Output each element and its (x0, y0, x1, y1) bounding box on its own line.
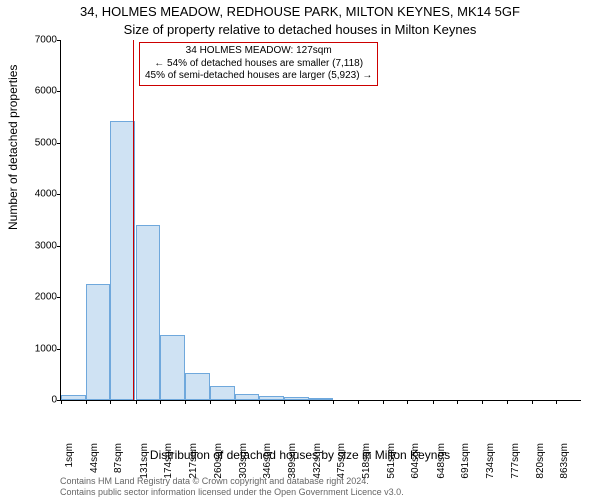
x-tick-mark (284, 400, 285, 404)
y-tick-mark (57, 246, 61, 247)
histogram-bar (185, 373, 210, 400)
x-tick-mark (185, 400, 186, 404)
plot-area: 010002000300040005000600070001sqm44sqm87… (60, 40, 581, 401)
y-tick-mark (57, 143, 61, 144)
x-tick-mark (333, 400, 334, 404)
annotation-line: 34 HOLMES MEADOW: 127sqm (145, 45, 372, 58)
y-tick-label: 7000 (23, 35, 57, 46)
x-tick-mark (433, 400, 434, 404)
footer-attribution: Contains HM Land Registry data © Crown c… (60, 476, 404, 499)
histogram-bar (210, 386, 235, 400)
x-tick-mark (457, 400, 458, 404)
x-tick-mark (210, 400, 211, 404)
histogram-bar (160, 335, 185, 400)
footer-line1: Contains HM Land Registry data © Crown c… (60, 476, 404, 487)
histogram-bar (284, 397, 309, 400)
y-tick-label: 1000 (23, 343, 57, 354)
histogram-bar (86, 284, 111, 400)
y-tick-mark (57, 349, 61, 350)
x-tick-mark (110, 400, 111, 404)
chart-title-line2: Size of property relative to detached ho… (0, 22, 600, 37)
y-tick-label: 5000 (23, 137, 57, 148)
x-tick-mark (136, 400, 137, 404)
x-tick-mark (160, 400, 161, 404)
y-tick-mark (57, 194, 61, 195)
y-tick-label: 6000 (23, 86, 57, 97)
x-axis-label: Distribution of detached houses by size … (0, 448, 600, 462)
y-tick-label: 3000 (23, 240, 57, 251)
annotation-line: ← 54% of detached houses are smaller (7,… (145, 58, 372, 71)
x-tick-mark (309, 400, 310, 404)
x-tick-mark (532, 400, 533, 404)
annotation-line: 45% of semi-detached houses are larger (… (145, 70, 372, 83)
footer-line2: Contains public sector information licen… (60, 487, 404, 498)
histogram-bar (235, 394, 260, 400)
x-tick-mark (556, 400, 557, 404)
x-tick-mark (86, 400, 87, 404)
x-tick-mark (358, 400, 359, 404)
x-tick-mark (507, 400, 508, 404)
histogram-bar (259, 396, 284, 400)
histogram-bar (136, 225, 161, 400)
x-tick-mark (383, 400, 384, 404)
histogram-bar (110, 121, 135, 400)
x-tick-mark (259, 400, 260, 404)
y-tick-label: 2000 (23, 292, 57, 303)
annotation-box: 34 HOLMES MEADOW: 127sqm← 54% of detache… (139, 42, 378, 86)
chart-title-line1: 34, HOLMES MEADOW, REDHOUSE PARK, MILTON… (0, 4, 600, 19)
y-axis-label: Number of detached properties (6, 65, 20, 230)
x-tick-mark (61, 400, 62, 404)
y-tick-label: 0 (23, 395, 57, 406)
histogram-bar (61, 395, 86, 400)
y-tick-mark (57, 297, 61, 298)
histogram-bar (309, 398, 334, 400)
chart-container: 34, HOLMES MEADOW, REDHOUSE PARK, MILTON… (0, 0, 600, 500)
reference-line (133, 40, 134, 400)
y-tick-label: 4000 (23, 189, 57, 200)
x-tick-mark (235, 400, 236, 404)
x-tick-mark (482, 400, 483, 404)
y-tick-mark (57, 40, 61, 41)
y-tick-mark (57, 91, 61, 92)
x-tick-mark (407, 400, 408, 404)
